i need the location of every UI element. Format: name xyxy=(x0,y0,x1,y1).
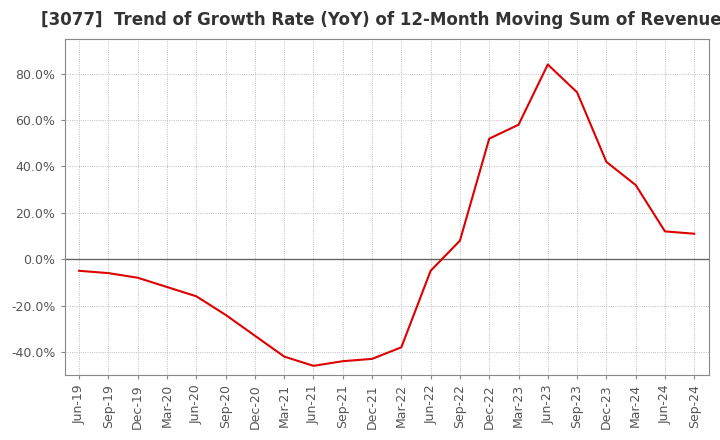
Title: [3077]  Trend of Growth Rate (YoY) of 12-Month Moving Sum of Revenues: [3077] Trend of Growth Rate (YoY) of 12-… xyxy=(42,11,720,29)
